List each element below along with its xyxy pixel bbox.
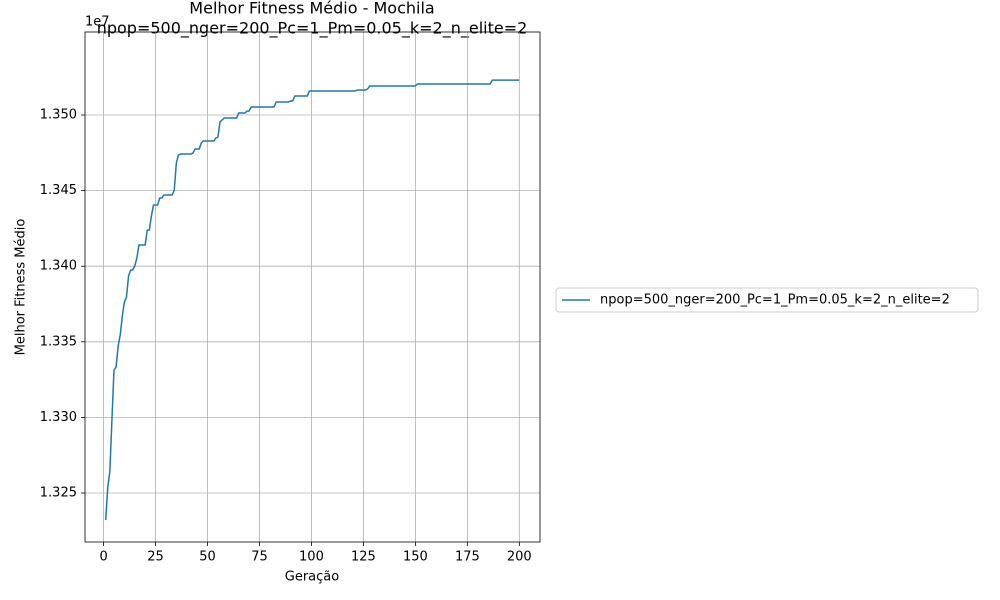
x-tick-label: 25	[147, 550, 164, 565]
x-tick-label: 0	[99, 550, 107, 565]
y-axis-label: Melhor Fitness Médio	[14, 219, 29, 356]
y-tick-label: 1.345	[40, 183, 77, 198]
y-tick-label: 1.335	[40, 334, 77, 349]
y-offset-label: 1e7	[85, 15, 110, 30]
y-tick-label: 1.325	[40, 486, 77, 501]
x-tick-label: 100	[299, 550, 324, 565]
x-axis-label: Geração	[285, 570, 339, 585]
legend-box	[555, 287, 979, 313]
data-line	[104, 79, 520, 521]
x-tick-label: 75	[251, 550, 268, 565]
x-tick-label: 125	[351, 550, 376, 565]
y-tick-label: 1.350	[40, 108, 77, 123]
legend-label: npop=500_nger=200_Pc=1_Pm=0.05_k=2_n_eli…	[600, 293, 950, 308]
y-tick-label: 1.330	[40, 410, 77, 425]
x-tick-label: 150	[403, 550, 428, 565]
y-tick-label: 1.340	[40, 259, 77, 274]
chart-subtitle: npop=500_nger=200_Pc=1_Pm=0.05_k=2_n_eli…	[97, 19, 528, 39]
plot-frame	[84, 31, 541, 543]
x-tick-label: 50	[199, 550, 216, 565]
x-tick-label: 175	[455, 550, 480, 565]
chart-title: Melhor Fitness Médio - Mochila	[189, 0, 434, 18]
x-tick-label: 200	[507, 550, 532, 565]
